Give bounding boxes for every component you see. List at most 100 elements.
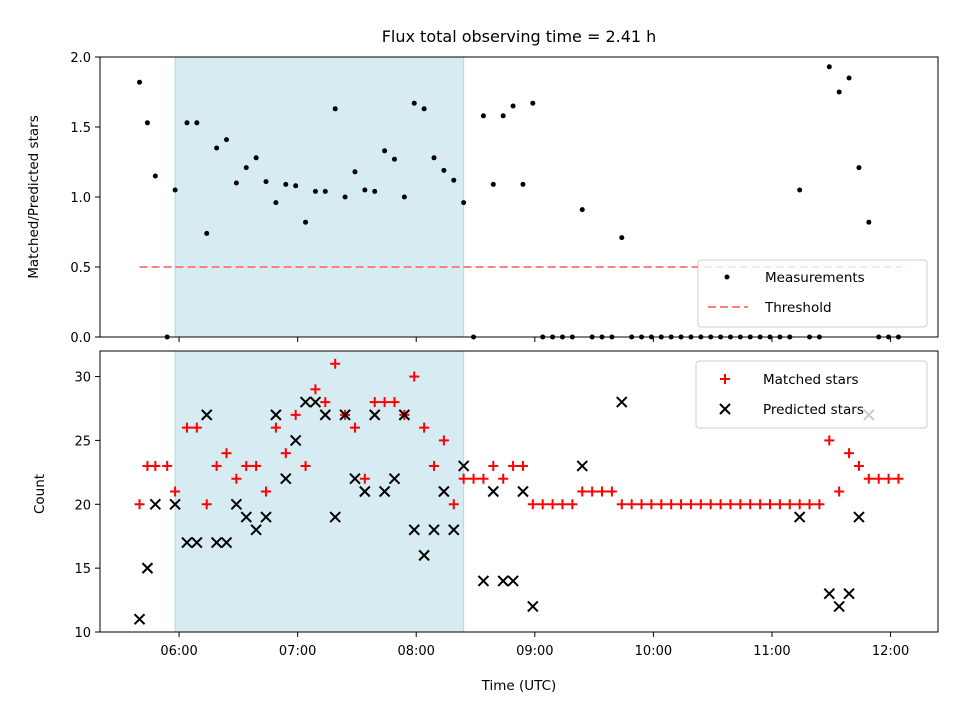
data-point-predicted-stars-b — [133, 613, 146, 625]
top-y-tick-label: 1.0 — [70, 191, 91, 206]
data-point-predicted-stars — [833, 600, 845, 613]
data-point-measurements — [352, 169, 358, 175]
top-axes-frame — [99, 56, 939, 338]
data-point-predicted-stars — [299, 396, 312, 408]
data-point-predicted-stars-b — [191, 536, 203, 549]
data-point-matched-stars — [270, 422, 281, 433]
data-point-predicted-stars — [616, 396, 628, 408]
data-point-matched-stars — [834, 486, 845, 497]
bot-y-tick-label: 30 — [74, 371, 91, 386]
data-point-predicted-stars — [398, 409, 411, 421]
data-point-predicted-stars-b — [438, 485, 450, 498]
data-point-predicted-stars-b — [448, 524, 460, 536]
data-point-predicted-stars-b — [517, 485, 529, 498]
legend-x-glyph — [719, 403, 731, 415]
data-point-measurements — [520, 181, 526, 187]
data-point-matched-stars — [656, 499, 667, 510]
data-point-matched-stars — [508, 460, 519, 471]
data-point-matched-stars — [646, 499, 657, 510]
data-point-measurements — [461, 200, 467, 206]
data-point-matched-stars — [150, 460, 161, 471]
data-point-measurements — [293, 183, 299, 189]
data-point-matched-stars — [389, 397, 400, 408]
data-point-predicted-stars — [230, 498, 243, 510]
data-point-measurements — [421, 106, 427, 112]
data-point-measurements — [233, 180, 239, 186]
data-point-predicted-stars — [477, 575, 490, 587]
x-tick-label: 11:00 — [753, 644, 790, 659]
x-tick-label: 12:00 — [872, 644, 909, 659]
data-point-matched-stars — [606, 486, 617, 497]
data-point-predicted-stars — [576, 460, 588, 472]
data-point-matched-stars — [231, 473, 242, 484]
bottom-y-axis-label: Count — [32, 474, 48, 514]
top-y-tick-label: 0.0 — [70, 331, 91, 346]
top-panel: 0.00.51.01.52.0 Matched/Predicted stars … — [26, 51, 939, 346]
data-point-matched-stars — [725, 499, 736, 510]
legend-marker-predicted-stars — [719, 403, 731, 415]
data-point-matched-stars — [369, 397, 380, 408]
data-point-predicted-stars-b — [457, 460, 470, 472]
data-point-matched-stars — [774, 499, 785, 510]
data-point-predicted-stars — [240, 511, 252, 523]
data-point-matched-stars — [755, 499, 766, 510]
top-legend-box — [697, 259, 928, 328]
data-point-matched-stars — [676, 499, 687, 510]
data-point-predicted-stars — [793, 511, 806, 523]
data-point-matched-stars — [863, 473, 874, 484]
data-point-measurements — [253, 155, 259, 161]
data-point-predicted-stars — [339, 409, 351, 421]
data-point-predicted-stars — [369, 409, 381, 421]
data-point-predicted-stars-b — [507, 575, 519, 587]
data-point-matched-stars — [261, 486, 272, 497]
data-point-measurements — [332, 106, 338, 112]
data-point-measurements — [204, 230, 210, 236]
data-point-measurements — [797, 187, 803, 193]
data-point-measurements — [391, 156, 397, 162]
bottom-shaded-span — [174, 350, 465, 633]
data-point-predicted-stars — [201, 409, 213, 421]
bottom-y-ticks: 10 15 20 25 30 — [74, 371, 100, 641]
legend-marker-matched-stars — [720, 374, 730, 384]
data-point-measurements — [312, 188, 318, 194]
data-point-measurements — [826, 64, 832, 70]
top-legend: Measurements Threshold — [697, 259, 928, 328]
data-point-predicted-stars — [843, 587, 855, 600]
data-point-matched-stars — [873, 473, 884, 484]
data-point-predicted-stars — [487, 485, 500, 498]
data-point-matched-stars — [349, 422, 360, 433]
data-point-matched-stars — [517, 460, 528, 471]
data-point-matched-stars — [320, 397, 331, 408]
top-y-tick-label: 2.0 — [70, 51, 91, 66]
data-point-predicted-stars-b — [201, 409, 213, 421]
legend-label-threshold: Threshold — [764, 300, 832, 316]
data-point-matched-stars — [170, 486, 181, 497]
data-point-matched-stars — [567, 499, 578, 510]
data-point-matched-stars — [814, 499, 825, 510]
data-point-matched-stars — [251, 460, 262, 471]
data-point-matched-stars — [547, 499, 558, 510]
data-point-predicted-stars-b — [853, 511, 865, 523]
x-tick-label: 06:00 — [160, 644, 197, 659]
data-point-measurements — [500, 113, 506, 119]
data-point-matched-stars — [883, 473, 894, 484]
data-point-matched-stars — [784, 499, 795, 510]
data-point-matched-stars — [280, 448, 291, 459]
data-point-measurements — [263, 179, 269, 185]
data-point-predicted-stars-b — [487, 485, 500, 498]
legend-plus-glyph — [720, 374, 730, 384]
data-point-matched-stars — [330, 358, 341, 369]
data-point-predicted-stars-b — [289, 434, 302, 447]
data-point-measurements — [362, 187, 368, 193]
data-point-measurements — [431, 155, 437, 161]
data-point-predicted-stars-b — [280, 473, 292, 485]
data-point-measurements — [856, 165, 862, 171]
data-point-predicted-stars — [289, 434, 302, 447]
data-point-matched-stars — [577, 486, 588, 497]
data-point-matched-stars — [419, 422, 430, 433]
data-point-measurements — [490, 181, 496, 187]
data-point-matched-stars — [695, 499, 706, 510]
x-tick-label: 10:00 — [635, 644, 672, 659]
